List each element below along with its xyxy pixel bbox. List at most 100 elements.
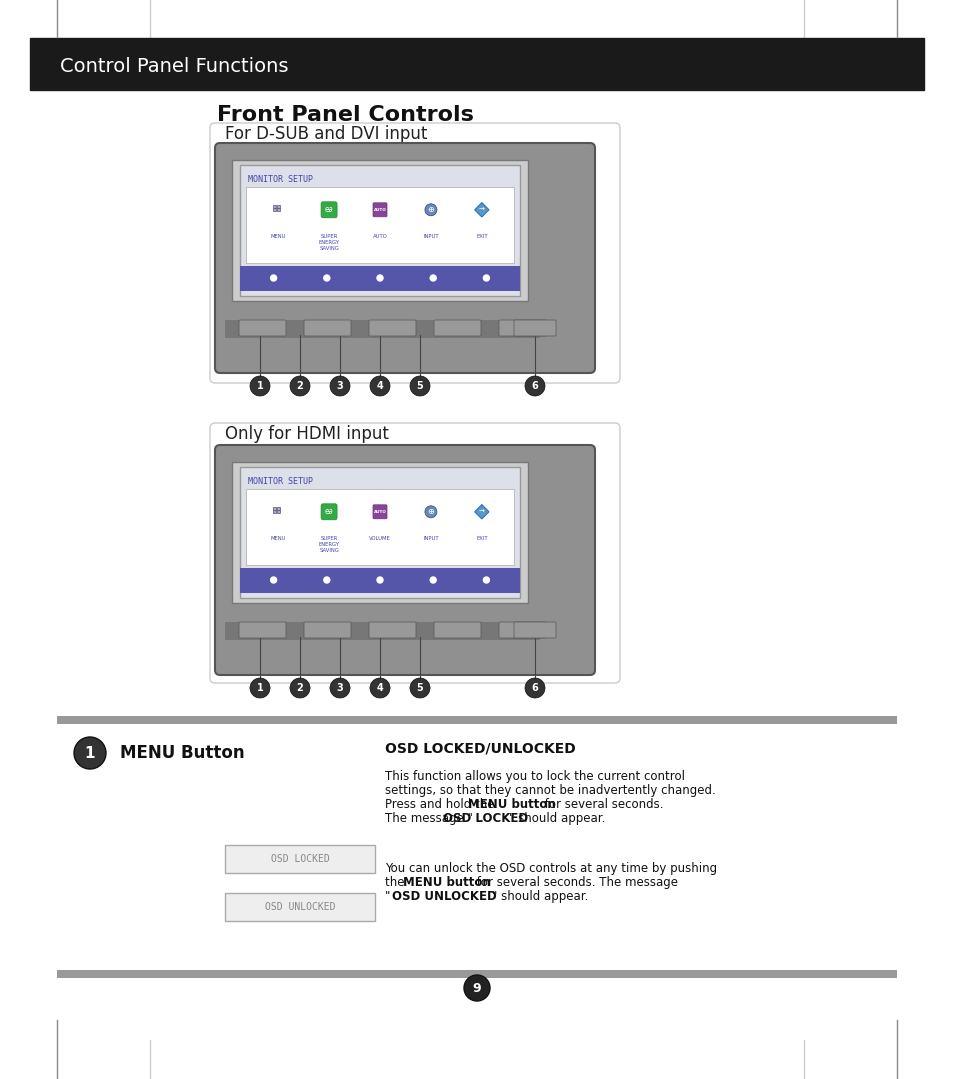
Text: e∂: e∂ [324,507,333,516]
Text: SUPER
ENERGY
SAVING: SUPER ENERGY SAVING [318,234,339,250]
Circle shape [524,678,544,698]
Circle shape [463,975,490,1001]
Bar [57,970,896,978]
Text: OSD LOCKED: OSD LOCKED [442,812,528,825]
FancyBboxPatch shape [321,504,336,520]
Bar [273,208,275,211]
Circle shape [290,678,310,698]
FancyBboxPatch shape [239,622,286,638]
Circle shape [370,375,390,396]
Bar [225,893,375,921]
Circle shape [424,506,436,518]
Circle shape [424,204,436,216]
Bar [240,267,519,291]
Bar [225,845,375,873]
Text: 1: 1 [85,746,95,761]
Text: MENU: MENU [270,536,286,542]
Text: for several seconds.: for several seconds. [540,798,662,811]
Text: ⊕: ⊕ [427,205,434,215]
Text: AUTO: AUTO [373,234,387,240]
FancyBboxPatch shape [304,622,351,638]
Text: MENU button: MENU button [402,876,490,889]
Text: AUTO: AUTO [374,509,386,514]
Bar [232,462,527,603]
Text: 1: 1 [256,381,263,391]
FancyBboxPatch shape [369,622,416,638]
Circle shape [290,375,310,396]
Bar [273,507,275,509]
Text: EXIT: EXIT [476,234,487,240]
FancyBboxPatch shape [434,320,480,336]
Circle shape [483,577,489,583]
Text: e∂: e∂ [324,205,333,215]
Bar [276,507,279,509]
FancyBboxPatch shape [498,622,545,638]
Bar [276,510,279,514]
Circle shape [430,577,436,583]
Circle shape [410,678,430,698]
Text: Front Panel Controls: Front Panel Controls [216,105,474,125]
Text: 3: 3 [336,683,343,693]
Circle shape [271,577,276,583]
FancyBboxPatch shape [239,320,286,336]
Circle shape [370,678,390,698]
Text: 5: 5 [416,381,423,391]
FancyBboxPatch shape [373,203,387,217]
Circle shape [376,577,382,583]
Text: ⊕: ⊕ [427,507,434,516]
Circle shape [271,275,276,281]
Text: 6: 6 [531,381,537,391]
Bar [273,510,275,514]
Text: You can unlock the OSD controls at any time by pushing: You can unlock the OSD controls at any t… [385,862,717,875]
Circle shape [430,275,436,281]
Text: the: the [385,876,408,889]
FancyBboxPatch shape [373,505,387,519]
FancyBboxPatch shape [214,445,595,675]
Bar [57,716,896,724]
Circle shape [323,577,330,583]
Circle shape [524,375,544,396]
Bar [240,165,519,296]
FancyBboxPatch shape [514,320,556,336]
Bar [246,489,514,565]
Bar [273,205,275,208]
Circle shape [74,737,106,769]
Polygon shape [475,505,488,519]
Text: Control Panel Functions: Control Panel Functions [60,57,288,77]
Text: OSD LOCKED/UNLOCKED: OSD LOCKED/UNLOCKED [385,741,576,755]
Text: 4: 4 [376,381,383,391]
Circle shape [376,275,382,281]
Text: VOLUME: VOLUME [369,536,391,542]
FancyBboxPatch shape [369,320,416,336]
Text: 9: 9 [472,982,481,995]
Text: MENU Button: MENU Button [120,745,244,762]
Text: AUTO: AUTO [374,208,386,211]
Text: 5: 5 [416,683,423,693]
Text: MENU button: MENU button [468,798,556,811]
Text: " should appear.: " should appear. [492,890,588,903]
Circle shape [410,375,430,396]
FancyBboxPatch shape [304,320,351,336]
Bar [246,187,514,263]
Polygon shape [475,203,488,217]
Bar [30,38,923,90]
Circle shape [330,375,350,396]
Text: 2: 2 [296,381,303,391]
Text: ": " [385,890,390,903]
FancyBboxPatch shape [498,320,545,336]
Text: Only for HDMI input: Only for HDMI input [225,425,389,443]
Bar [276,205,279,208]
Text: →: → [478,509,484,515]
Circle shape [250,678,270,698]
Text: OSD UNLOCKED: OSD UNLOCKED [392,890,497,903]
Text: 4: 4 [376,683,383,693]
Text: 6: 6 [531,683,537,693]
Bar [225,622,539,640]
Text: MONITOR SETUP: MONITOR SETUP [248,477,313,486]
FancyBboxPatch shape [321,202,336,218]
Text: for several seconds. The message: for several seconds. The message [473,876,678,889]
Text: 3: 3 [336,381,343,391]
Circle shape [250,375,270,396]
Circle shape [323,275,330,281]
Text: →: → [478,207,484,213]
